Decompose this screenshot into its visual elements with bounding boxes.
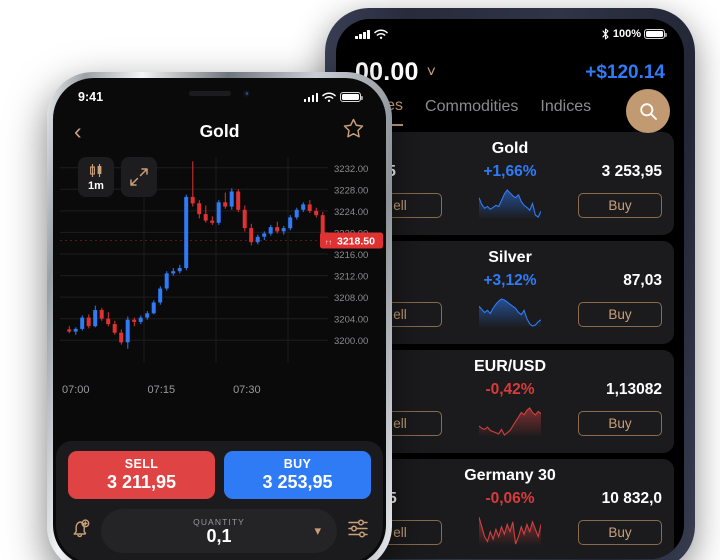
status-time: 9:41: [78, 90, 104, 104]
svg-text:3228.00: 3228.00: [334, 185, 368, 196]
battery-icon: [644, 28, 667, 40]
svg-text:3224.00: 3224.00: [334, 207, 368, 218]
time-tick-2: 07:30: [233, 384, 261, 396]
instrument-name: Germany 30: [464, 467, 556, 484]
buy-price: 3 253,95: [262, 472, 333, 492]
change-percent: +1,66%: [483, 163, 537, 180]
front-phone-bezel: 9:41 ‹ Gold: [53, 78, 386, 560]
svg-text:3212.00: 3212.00: [334, 272, 368, 283]
watchlist-screen: 9:41 AM 100% 00.00 ˅ +$120.14 ourites Co…: [336, 19, 684, 559]
candlestick-icon: [90, 163, 102, 177]
instrument-name: Silver: [488, 249, 532, 266]
sell-button[interactable]: SELL 3 211,95: [68, 451, 215, 499]
bluetooth-icon: [602, 28, 609, 40]
candlestick-chart: 3232.003228.003224.003220.003216.003212.…: [60, 157, 383, 363]
front-phone-device: 9:41 ‹ Gold: [47, 72, 392, 560]
time-tick-1: 07:15: [147, 384, 176, 396]
favorite-star-icon[interactable]: [342, 117, 365, 145]
watchlist: Gold11,95+1,66%3 253,95ellBuySilver3,83+…: [336, 126, 684, 559]
page-title: Gold: [199, 120, 240, 141]
back-chevron-icon[interactable]: ‹: [74, 117, 82, 144]
nav-bar: ‹ Gold: [56, 111, 383, 149]
front-camera: [243, 90, 250, 97]
svg-text:3232.00: 3232.00: [334, 164, 368, 175]
bell-add-icon: [73, 518, 90, 537]
svg-text:3200.00: 3200.00: [334, 336, 368, 347]
notch: [435, 19, 585, 43]
svg-text:3208.00: 3208.00: [334, 293, 368, 304]
search-button[interactable]: [626, 89, 670, 133]
change-percent: -0,42%: [485, 381, 535, 398]
status-bar: 9:41: [56, 81, 383, 111]
instrument-name: EUR/USD: [473, 358, 546, 375]
svg-text:3218.50: 3218.50: [337, 236, 375, 248]
battery-percent: 100%: [612, 28, 641, 40]
balance-row[interactable]: 00.00 ˅ +$120.14: [336, 49, 684, 93]
tab-indices[interactable]: Indices: [540, 98, 592, 115]
battery-icon: [340, 91, 363, 103]
svg-text:↑↑: ↑↑: [325, 240, 332, 247]
chevron-down-icon[interactable]: ˅: [426, 63, 436, 81]
signal-bars-icon: [355, 29, 370, 39]
sparkline: [478, 407, 542, 437]
change-percent: -0,06%: [485, 490, 535, 507]
notch: [148, 81, 291, 106]
sell-price: 3 211,95: [106, 472, 177, 492]
signal-bars-icon: [303, 92, 318, 102]
wifi-icon: [322, 92, 336, 102]
svg-text:3216.00: 3216.00: [334, 250, 368, 261]
quantity-label: QUANTITY: [193, 516, 245, 527]
price-chart[interactable]: 1m 3232.003228.003224.003220.003216.0032…: [56, 151, 383, 383]
ask-price: 87,03: [623, 272, 662, 289]
back-phone-device: 9:41 AM 100% 00.00 ˅ +$120.14 ourites Co…: [325, 8, 695, 560]
earpiece-speaker: [189, 91, 231, 96]
instrument-screen: 9:41 ‹ Gold: [56, 81, 383, 560]
buy-button[interactable]: Buy: [578, 302, 662, 327]
change-percent: +3,12%: [483, 272, 537, 289]
fullscreen-button[interactable]: [121, 157, 157, 197]
ask-price: 10 832,0: [601, 490, 662, 507]
quantity-value: 0,1: [206, 525, 232, 546]
chart-controls: 1m: [78, 157, 157, 197]
chevron-down-icon[interactable]: ▾: [314, 523, 321, 538]
sliders-icon: [348, 519, 368, 538]
search-icon: [639, 102, 657, 120]
ask-price: 3 253,95: [601, 163, 662, 180]
time-tick-0: 07:00: [62, 384, 90, 396]
buy-button[interactable]: BUY 3 253,95: [224, 451, 371, 499]
wifi-icon: [373, 29, 388, 39]
buy-label: BUY: [283, 457, 312, 471]
timeframe-label: 1m: [88, 179, 104, 192]
ask-price: 1,13082: [605, 381, 662, 398]
time-axis: 07:00 07:15 07:30: [56, 384, 383, 396]
sparkline: [478, 516, 542, 546]
sparkline: [478, 298, 542, 328]
price-alert-button[interactable]: [68, 517, 92, 546]
buy-button[interactable]: Buy: [578, 520, 662, 545]
order-settings-button[interactable]: [346, 516, 371, 546]
sparkline: [478, 189, 542, 219]
sell-label: SELL: [124, 457, 159, 471]
buy-button[interactable]: Buy: [578, 411, 662, 436]
timeframe-button[interactable]: 1m: [78, 157, 114, 197]
trade-panel: SELL 3 211,95 BUY 3 253,95: [56, 441, 383, 560]
quantity-stepper[interactable]: QUANTITY 0,1 ▾: [101, 509, 337, 553]
svg-text:3204.00: 3204.00: [334, 315, 368, 326]
buy-button[interactable]: Buy: [578, 193, 662, 218]
instrument-name: Gold: [491, 140, 529, 157]
expand-arrows-icon: [130, 168, 148, 186]
tab-commodities[interactable]: Commodities: [425, 98, 519, 115]
pnl-value: +$120.14: [585, 61, 665, 83]
